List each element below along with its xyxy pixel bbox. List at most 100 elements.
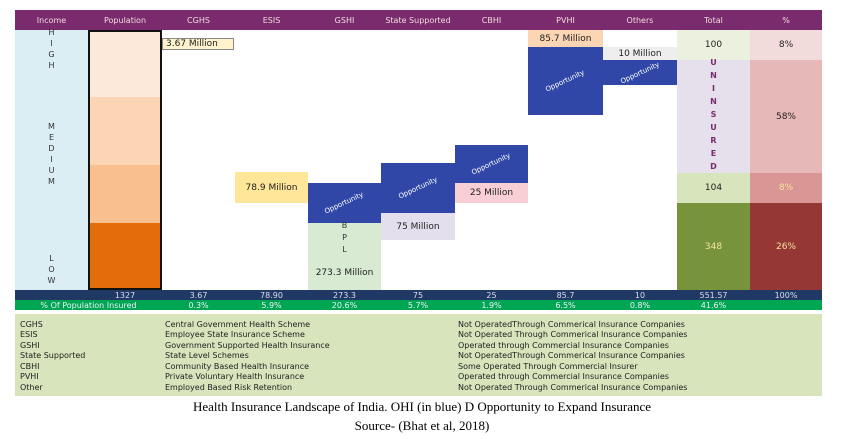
header-cell: Others xyxy=(626,15,654,25)
legend-text: Not OperatedThrough Commerical Insurance… xyxy=(458,319,685,329)
cell-text: 8% xyxy=(778,40,794,50)
legend-text: Some Operated Through Commercial Insurer xyxy=(458,361,638,371)
legend-text: CGHS xyxy=(20,319,43,329)
legend-text: Not Operated Through Commerical Insuranc… xyxy=(458,330,688,339)
total-cell: 3.67 xyxy=(189,290,208,300)
cell-text: 75 Million xyxy=(396,221,440,232)
total-cell: 1327 xyxy=(114,290,136,300)
cell: UNINSURED xyxy=(677,58,750,175)
cell-text: 8% xyxy=(778,183,794,193)
population-band xyxy=(88,165,162,223)
cell-text: Opportunity xyxy=(470,151,513,177)
header-cell: Total xyxy=(704,15,723,25)
cell: Opportunity xyxy=(455,145,528,183)
cell-text: Opportunity xyxy=(323,190,366,216)
total-cell: 10 xyxy=(634,290,646,300)
total-cell: 273.3 xyxy=(333,290,356,300)
legend-text: State Level Schemes xyxy=(165,351,249,360)
income-level: LOW xyxy=(47,253,56,287)
percent-label: % Of Population Insured xyxy=(40,300,137,310)
legend-text: Other xyxy=(20,382,43,392)
population-band xyxy=(88,97,162,165)
cell-text: Opportunity xyxy=(397,175,439,201)
cell-text: 78.9 Million xyxy=(245,182,298,193)
cell-text: 273.3 Million xyxy=(315,267,374,278)
cell-text: 85.7 Million xyxy=(539,33,592,44)
cell-text: 25 Million xyxy=(469,188,514,198)
cell: 8% xyxy=(750,173,822,203)
legend-text: GSHI xyxy=(20,340,40,350)
cell: Opportunity xyxy=(381,163,455,213)
total-cell: 551.57 xyxy=(699,290,728,300)
cell: 25 Million xyxy=(455,183,528,203)
cell-text: 348 xyxy=(704,241,723,252)
income-level: HIGH xyxy=(47,28,56,72)
cell: 78.9 Million xyxy=(235,172,308,203)
cell: 58% xyxy=(750,60,822,173)
header-cell: CBHI xyxy=(481,15,502,25)
legend-text: Operated through Commercial Insurance Co… xyxy=(458,372,669,381)
cell: 75 Million xyxy=(381,213,455,240)
percent-cell: 5.7% xyxy=(407,300,429,310)
header-cell: Income xyxy=(36,15,67,25)
cell: 104 xyxy=(677,173,750,203)
percent-cell: 41.6% xyxy=(700,300,727,310)
cell: Opportunity xyxy=(603,60,677,85)
percent-cell: 5.9% xyxy=(261,300,282,310)
legend-text: Not OperatedThrough Commerical Insurance… xyxy=(458,351,685,360)
population-border xyxy=(88,30,162,290)
legend-text: Employed Based Risk Retention xyxy=(165,382,293,392)
population-band xyxy=(88,30,162,97)
legend-text: State Supported xyxy=(20,351,86,360)
cell: 273.3 Million xyxy=(308,255,381,290)
total-cell: 85.7 xyxy=(556,290,575,300)
cell-text: Opportunity xyxy=(619,59,661,86)
percent-cell: 0.8% xyxy=(629,300,651,310)
legend-text: CBHI xyxy=(20,361,40,371)
caption: Health Insurance Landscape of India. OHI… xyxy=(192,399,652,414)
cell-text: BPL xyxy=(340,221,349,257)
cell: Opportunity xyxy=(528,47,603,115)
legend-text: PVHI xyxy=(20,372,39,381)
legend-text: Community Based Health Insurance xyxy=(165,361,310,371)
cell: 3.67 Million xyxy=(162,38,234,50)
cell-text: 58% xyxy=(775,111,796,122)
cell: BPL xyxy=(308,221,381,257)
total-cell: 100% xyxy=(774,290,798,300)
total-cell: 25 xyxy=(486,290,497,300)
cell: 85.7 Million xyxy=(528,30,603,47)
header-cell: CGHS xyxy=(187,15,210,25)
cell: 8% xyxy=(750,30,822,60)
legend-text: Government Supported Health Insurance xyxy=(165,340,330,350)
cell: 100 xyxy=(677,30,750,60)
cell-text: 100 xyxy=(704,40,723,50)
header-cell: State Supported xyxy=(385,15,451,25)
percent-cell: 0.3% xyxy=(188,300,209,310)
cell: 10 Million xyxy=(603,47,677,60)
legend-text: ESIS xyxy=(20,330,38,339)
header-cell: GSHI xyxy=(334,15,355,25)
legend-text: Operated through Commercial Insurance Co… xyxy=(458,340,669,350)
totals-bar xyxy=(15,290,822,300)
legend-text: Employee State Insurance Scheme xyxy=(165,330,305,339)
header-bar xyxy=(15,10,822,30)
cell-text: 104 xyxy=(704,183,723,193)
legend-text: Private Voluntary Health Insurance xyxy=(165,372,305,381)
percent-cell: 20.6% xyxy=(331,300,358,310)
header-cell: % xyxy=(782,15,790,25)
cell: Opportunity xyxy=(308,183,381,223)
header-cell: Population xyxy=(103,15,147,25)
income-column xyxy=(15,30,88,290)
cell: 26% xyxy=(750,203,822,290)
cell-text: UNINSURED xyxy=(709,58,718,175)
legend-text: Central Government Health Scheme xyxy=(165,319,311,329)
cell-text: 10 Million xyxy=(618,48,662,59)
total-cell: 75 xyxy=(412,290,424,300)
cell: 348 xyxy=(677,203,750,290)
cell-text: Opportunity xyxy=(544,68,587,94)
percent-cell: 6.5% xyxy=(555,300,576,310)
total-cell: 78.90 xyxy=(260,290,283,300)
caption: Source- (Bhat et al, 2018) xyxy=(354,418,490,433)
income-level: MEDIUM xyxy=(47,122,56,188)
